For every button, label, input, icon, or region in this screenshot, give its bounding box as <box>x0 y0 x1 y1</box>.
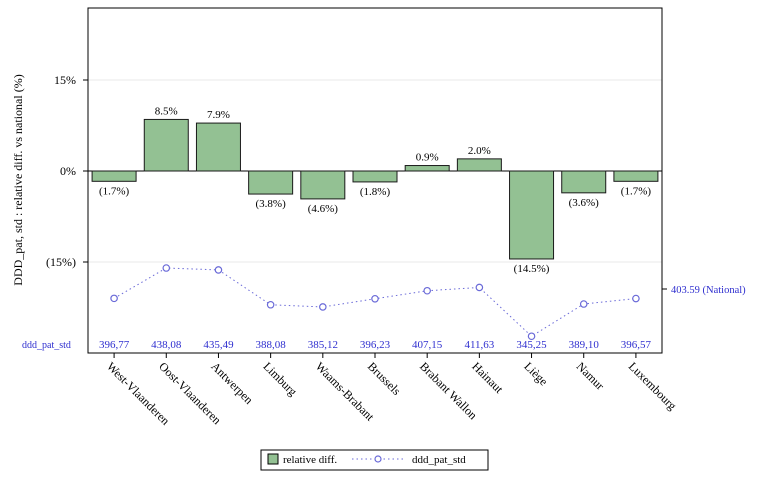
bar <box>248 170 294 195</box>
value-row-cell: 389,10 <box>569 339 600 351</box>
line-point <box>214 266 223 274</box>
x-tick-label: Namur <box>574 359 607 392</box>
bar-data-label: (1.8%) <box>360 186 391 198</box>
value-row-cell: 435,49 <box>203 339 234 351</box>
x-tick-label: Liège <box>521 359 550 388</box>
x-tick-label: Brussels <box>365 359 404 398</box>
x-tick-label: Limburg <box>261 359 300 398</box>
legend-line-marker <box>374 455 382 463</box>
bar <box>613 170 659 182</box>
line-point <box>475 283 484 292</box>
bar <box>300 170 346 200</box>
bar-data-label: (4.6%) <box>308 203 339 215</box>
bar-data-label: 8.5% <box>155 105 178 117</box>
bar <box>91 170 137 182</box>
value-row-cell: 396,23 <box>360 339 391 351</box>
bar <box>561 170 607 194</box>
line-point <box>579 300 588 308</box>
bar-data-label: (1.7%) <box>621 185 652 197</box>
y-tick-label: 0% <box>60 164 76 178</box>
line-point <box>162 264 171 272</box>
y-axis-title: DDD_pat, std : relative diff. vs nationa… <box>11 74 25 285</box>
value-row-label: ddd_pat_std <box>22 340 71 351</box>
line-point <box>371 294 379 303</box>
line-point <box>266 300 275 309</box>
legend-box <box>260 449 489 471</box>
x-tick-label: Luxembourg <box>626 359 680 413</box>
bar <box>404 165 450 172</box>
bar-data-label: (3.8%) <box>256 198 287 210</box>
value-row-cell: 411,63 <box>464 339 494 351</box>
value-row-cell: 385,12 <box>308 339 338 351</box>
bar <box>143 118 189 172</box>
bar-data-label: (1.7%) <box>99 185 130 197</box>
bar <box>509 170 555 260</box>
bar-data-label: (3.6%) <box>569 197 600 209</box>
value-row-cell: 396,57 <box>621 339 652 351</box>
value-row-cell: 407,15 <box>412 339 443 351</box>
bar-data-label: 0.9% <box>416 152 439 164</box>
x-tick-label: Hainaut <box>469 359 506 396</box>
y-tick-label: 15% <box>54 73 76 87</box>
bar <box>195 122 241 172</box>
legend-bar-swatch <box>267 453 279 465</box>
line-point <box>110 294 118 303</box>
value-row-cell: 345,25 <box>516 339 547 351</box>
line-point <box>423 286 431 295</box>
line-point <box>319 303 327 311</box>
value-row-cell: 438,08 <box>151 339 182 351</box>
legend-label-relative-diff: relative diff. <box>283 454 337 466</box>
bar-data-label: 7.9% <box>207 109 230 121</box>
bar <box>456 158 502 172</box>
bar-data-label: 2.0% <box>468 145 491 157</box>
value-row-cell: 396,77 <box>99 339 130 351</box>
national-label: 403.59 (National) <box>671 285 746 296</box>
y-tick-label: (15%) <box>46 255 76 269</box>
value-row-cell: 388,08 <box>256 339 287 351</box>
bar <box>352 170 398 183</box>
legend-label-ddd-pat-std: ddd_pat_std <box>412 454 466 466</box>
line-point <box>632 294 640 303</box>
x-tick-label: Antwerpen <box>208 359 256 407</box>
bar-data-label: (14.5%) <box>514 263 550 275</box>
line-point <box>527 332 536 341</box>
